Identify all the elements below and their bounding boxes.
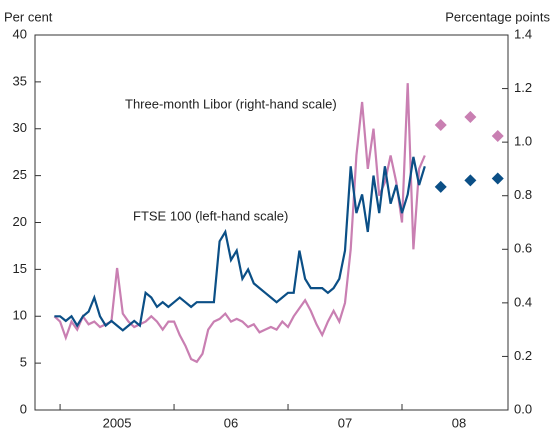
y-tick-label: 0	[20, 401, 27, 416]
y2-tick-label: 0.8	[514, 187, 532, 202]
y-tick-label: 25	[13, 167, 27, 182]
y-tick-label: 40	[13, 26, 27, 41]
forward-marker	[491, 129, 504, 142]
x-tick-label: 07	[338, 415, 352, 430]
forward-marker	[434, 180, 447, 193]
series-annotation: FTSE 100 (left-hand scale)	[133, 208, 288, 223]
y-tick-label: 35	[13, 73, 27, 88]
forward-marker	[464, 174, 477, 187]
forward-marker	[491, 172, 504, 185]
forward-marker	[464, 110, 477, 123]
x-tick-label: 08	[452, 415, 466, 430]
y2-axis-label: Percentage points	[445, 9, 550, 24]
y-tick-label: 5	[20, 355, 27, 370]
series-line	[53, 83, 426, 364]
y2-tick-label: 1.4	[514, 26, 532, 41]
y-tick-label: 20	[13, 214, 27, 229]
y2-tick-label: 1.2	[514, 80, 532, 95]
y2-tick-label: 1.0	[514, 134, 532, 149]
y2-tick-label: 0.6	[514, 241, 532, 256]
forward-marker	[434, 119, 447, 131]
x-tick-label: 06	[224, 415, 238, 430]
series-line	[54, 156, 426, 332]
y-tick-label: 15	[13, 261, 27, 276]
series-annotation: Three-month Libor (right-hand scale)	[125, 96, 337, 111]
y-tick-label: 30	[13, 120, 27, 135]
y2-tick-label: 0.0	[514, 401, 532, 416]
x-tick-label: 2005	[103, 415, 132, 430]
y2-tick-label: 0.2	[514, 348, 532, 363]
y-axis-label: Per cent	[4, 9, 53, 24]
y-tick-label: 10	[13, 308, 27, 323]
y2-tick-label: 0.4	[514, 294, 532, 309]
